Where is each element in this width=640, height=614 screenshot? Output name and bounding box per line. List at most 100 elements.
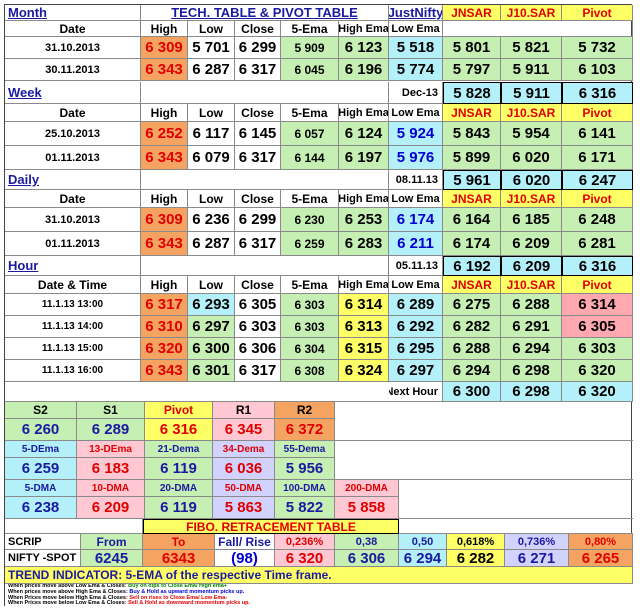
cell-low-ema: 6 174 (389, 208, 443, 232)
trend-line-action: : Buy & Hold as upward momentum picks up… (126, 588, 245, 595)
cell-pivot: 6 314 (562, 294, 633, 316)
cell-date: 11.1.13 16:00 (5, 360, 141, 382)
cell-jnsar: 6 275 (443, 294, 501, 316)
fibo-from-label: From (81, 534, 143, 550)
header-date: Date (5, 104, 141, 122)
cell-j10sar: 5 821 (501, 37, 562, 59)
fibo-pct: 0,50 (399, 534, 447, 550)
spacer (335, 402, 633, 441)
header-j10sar: J10.SAR (501, 276, 562, 294)
cell-jnsar: 5 899 (443, 146, 501, 170)
fibo-from: 6245 (81, 550, 143, 567)
cell-low-ema: 6 289 (389, 294, 443, 316)
dema-label: 13-DEma (77, 441, 145, 458)
header-pivot: Pivot (562, 104, 633, 122)
cell-date: 11.1.13 14:00 (5, 316, 141, 338)
cell-high: 6 343 (141, 232, 188, 256)
cell-pivot: 6 305 (562, 316, 633, 338)
dma-value: 5 863 (213, 497, 275, 519)
trend-line-condition: above High Ema & Closes (58, 588, 126, 595)
cell-close: 6 299 (235, 37, 281, 59)
header-spacer (443, 21, 633, 37)
next-pivot: 6 316 (562, 82, 633, 104)
pivot-level-value: 6 289 (77, 419, 145, 441)
next-period-label: 05.11.13 (389, 256, 443, 276)
trend-line-action: : Buy on dips to Close Ema/ High ema+ (124, 584, 228, 589)
trend-line-prefix: When Prices move (8, 594, 59, 601)
cell-low-ema: 6 295 (389, 338, 443, 360)
header-low_ema: Low Ema (389, 104, 443, 122)
cell-high-ema: 6 324 (339, 360, 389, 382)
cell-low-ema: 6 297 (389, 360, 443, 382)
dema-value: 6 259 (5, 458, 77, 480)
fibo-value: 6 306 (335, 550, 399, 567)
header-high: High (141, 104, 188, 122)
header-ema5: 5-Ema (281, 104, 339, 122)
cell-pivot: 6 248 (562, 208, 633, 232)
cell-ema5: 6 057 (281, 122, 339, 146)
next-j10sar: 6 209 (501, 256, 562, 276)
cell-date: 01.11.2013 (5, 146, 141, 170)
cell-pivot: 6 303 (562, 338, 633, 360)
dma-label: 10-DMA (77, 480, 145, 497)
cell-low-ema: 5 518 (389, 37, 443, 59)
page-title: TECH. TABLE & PIVOT TABLE (141, 5, 389, 21)
trend-panel: When prices move above Low Ema & Closes:… (5, 584, 633, 607)
header-pivot: Pivot (562, 190, 633, 208)
cell-close: 6 317 (235, 59, 281, 81)
cell-low: 6 079 (188, 146, 235, 170)
next-jnsar: 5 828 (443, 82, 501, 104)
fibo-diff: (98) (215, 550, 275, 567)
cell-high: 6 309 (141, 208, 188, 232)
next-period-label: 08.11.13 (389, 170, 443, 190)
trend-line-condition: below Low Ema & Closes (58, 600, 125, 607)
fibo-pct: 0,618% (447, 534, 505, 550)
header-pivot: Pivot (562, 5, 633, 21)
cell-ema5: 6 303 (281, 294, 339, 316)
dma-value: 5 858 (335, 497, 399, 519)
cell-date: 11.1.13 13:00 (5, 294, 141, 316)
cell-low-ema: 6 211 (389, 232, 443, 256)
dema-value: 6 036 (213, 458, 275, 480)
cell-close: 6 299 (235, 208, 281, 232)
section-label: Daily (5, 170, 141, 190)
dma-label: 200-DMA (335, 480, 399, 497)
dema-value: 5 956 (275, 458, 335, 480)
dma-label: 20-DMA (145, 480, 213, 497)
header-low_ema: Low Ema (389, 21, 443, 37)
cell-close: 6 317 (235, 232, 281, 256)
cell-high-ema: 6 283 (339, 232, 389, 256)
trend-line-action: : Sell on rises to Close Ema/ Low Ema- (125, 594, 228, 601)
fibo-value: 6 265 (569, 550, 633, 567)
cell-low: 6 301 (188, 360, 235, 382)
cell-ema5: 6 045 (281, 59, 339, 81)
cell-date: 31.10.2013 (5, 208, 141, 232)
spacer (399, 480, 633, 519)
next-j10sar: 6 020 (501, 170, 562, 190)
cell-close: 6 306 (235, 338, 281, 360)
dma-value: 6 238 (5, 497, 77, 519)
header-low_ema: Low Ema (389, 190, 443, 208)
cell-pivot: 6 320 (562, 360, 633, 382)
cell-high: 6 343 (141, 146, 188, 170)
trend-line: When prices move above Low Ema & Closes:… (5, 584, 633, 590)
cell-low-ema: 6 292 (389, 316, 443, 338)
cell-close: 6 305 (235, 294, 281, 316)
cell-low-ema: 5 976 (389, 146, 443, 170)
cell-jnsar: 5 801 (443, 37, 501, 59)
pivot-level-value: 6 345 (213, 419, 275, 441)
cell-high-ema: 6 314 (339, 294, 389, 316)
cell-j10sar: 6 020 (501, 146, 562, 170)
dema-label: 21-Dema (145, 441, 213, 458)
dma-label: 100-DMA (275, 480, 335, 497)
next-jnsar: 6 192 (443, 256, 501, 276)
cell-j10sar: 6 209 (501, 232, 562, 256)
spacer (5, 382, 389, 402)
cell-jnsar: 6 288 (443, 338, 501, 360)
header-high: High (141, 21, 188, 37)
cell-high-ema: 6 124 (339, 122, 389, 146)
cell-jnsar: 5 843 (443, 122, 501, 146)
header-date: Date (5, 190, 141, 208)
pivot-level-label: Pivot (145, 402, 213, 419)
cell-low: 6 287 (188, 232, 235, 256)
